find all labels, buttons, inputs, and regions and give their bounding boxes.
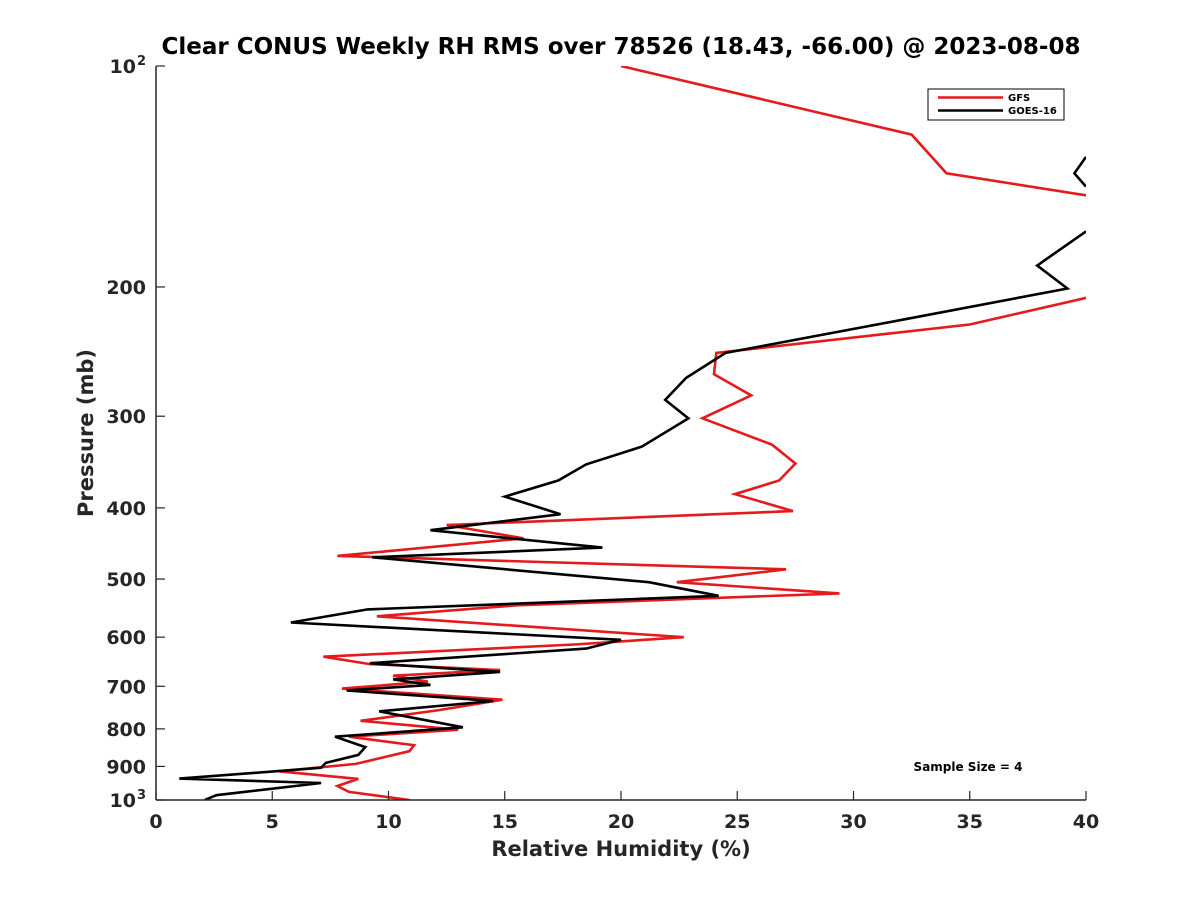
legend: GFS GOES-16: [927, 88, 1065, 121]
y-tick-exponent: 2: [137, 54, 146, 69]
x-tick-label: 20: [608, 811, 634, 833]
x-tick-label: 40: [1073, 811, 1099, 833]
y-tick-label: 500: [106, 569, 146, 591]
y-tick-label: 800: [106, 719, 146, 741]
legend-label-goes16: GOES-16: [1008, 106, 1057, 117]
chart-title: Clear CONUS Weekly RH RMS over 78526 (18…: [162, 34, 1081, 60]
legend-label-gfs: GFS: [1008, 93, 1030, 104]
x-tick-label: 25: [724, 811, 750, 833]
series-line-gfs-1: [279, 296, 1086, 800]
x-tick-label: 0: [149, 811, 162, 833]
y-tick-label: 400: [106, 498, 146, 520]
x-ticks: 0 5 10 15 20 25 30 35 40: [149, 791, 1099, 833]
x-tick-label: 10: [375, 811, 401, 833]
series-layer: [179, 66, 1086, 800]
y-tick-label: 200: [106, 277, 146, 299]
x-tick-label: 35: [957, 811, 983, 833]
y-tick-label: 10: [110, 56, 136, 78]
y-tick-label: 300: [106, 406, 146, 428]
y-tick-label: 600: [106, 627, 146, 649]
y-tick-exponent: 3: [137, 788, 146, 803]
series-line-goes16-0: [1072, 156, 1086, 188]
x-axis-label: Relative Humidity (%): [491, 837, 750, 861]
sample-size-annotation: Sample Size = 4: [914, 760, 1023, 774]
y-tick-label: 900: [106, 756, 146, 778]
series-line-goes16-1: [179, 230, 1086, 800]
y-tick-label: 10: [110, 790, 136, 812]
x-tick-label: 30: [840, 811, 866, 833]
y-axis-label: Pressure (mb): [74, 349, 98, 517]
legend-box: [927, 88, 1065, 121]
series-line-gfs-0: [620, 66, 1086, 197]
x-tick-label: 5: [266, 811, 279, 833]
x-tick-label: 15: [492, 811, 518, 833]
y-tick-label: 700: [106, 676, 146, 698]
